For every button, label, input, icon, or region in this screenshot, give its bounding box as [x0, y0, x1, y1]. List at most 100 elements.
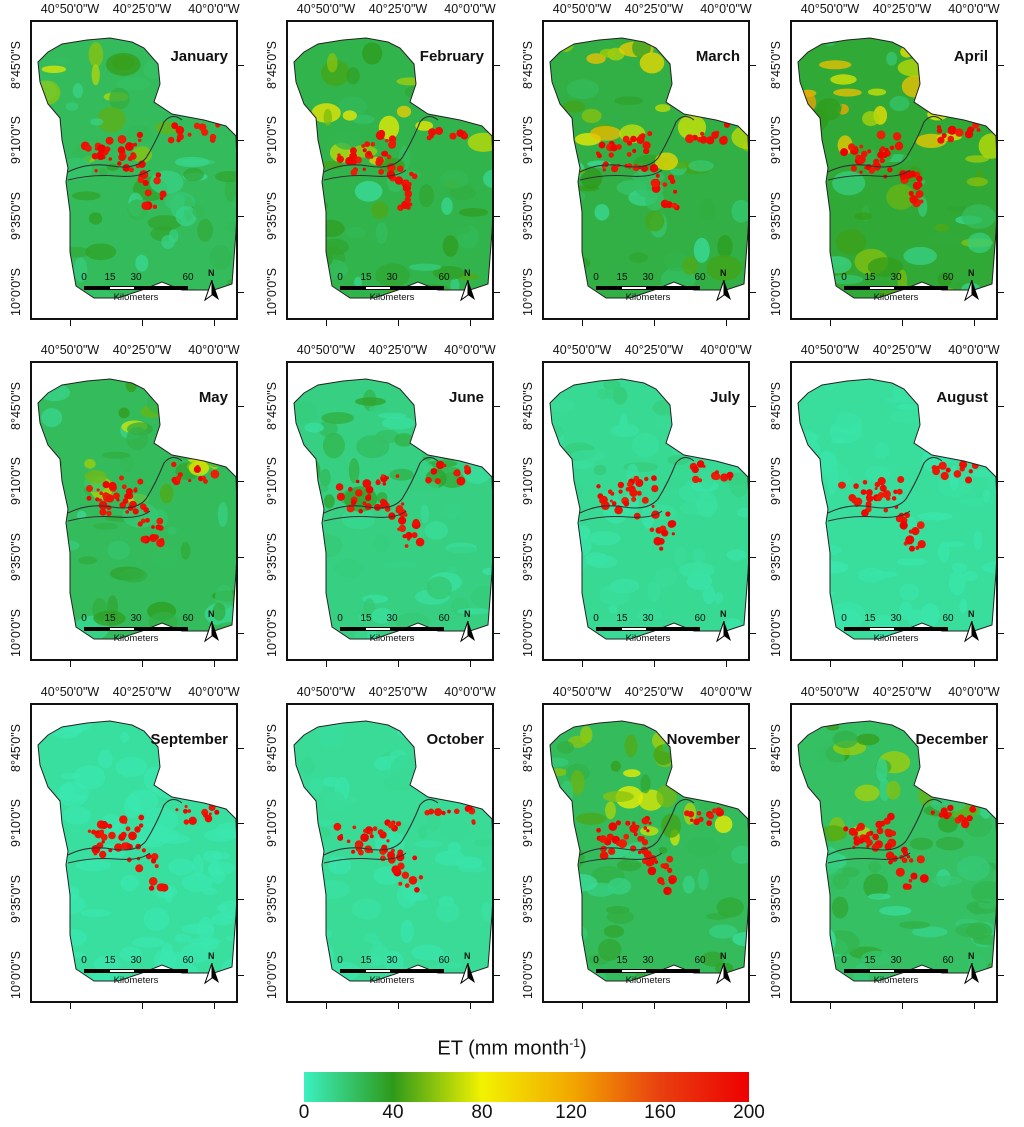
irrigation-hotspot [916, 855, 925, 864]
north-arrow-icon [204, 621, 219, 643]
north-label: N [720, 951, 727, 961]
irrigation-hotspot [418, 875, 424, 880]
irrigation-hotspot [617, 481, 625, 489]
irrigation-hotspot [404, 883, 410, 888]
et-texture [390, 755, 417, 781]
et-texture [814, 561, 849, 574]
scalebar-tick-label: 60 [694, 613, 706, 624]
et-texture [423, 85, 440, 110]
irrigation-hotspot [362, 501, 367, 506]
north-label: N [968, 268, 975, 278]
north-label: N [720, 268, 727, 278]
et-texture [116, 77, 151, 91]
river-line [827, 798, 943, 856]
et-texture [952, 562, 968, 573]
north-arrow-icon [716, 963, 731, 985]
region-outline [797, 37, 996, 299]
longitude-label: 40°25'0"W [368, 685, 428, 699]
river-line [579, 510, 663, 522]
irrigation-hotspot [700, 131, 705, 136]
et-texture [700, 198, 716, 221]
irrigation-hotspot [941, 133, 947, 139]
irrigation-hotspot [915, 545, 920, 550]
et-texture [73, 257, 88, 283]
scalebar-tick-label: 30 [642, 272, 654, 283]
et-texture [174, 156, 210, 168]
et-texture [830, 436, 845, 444]
scalebar-tick-label: 30 [386, 955, 398, 966]
irrigation-hotspot [406, 205, 411, 210]
et-texture [321, 412, 354, 424]
river-line [827, 456, 943, 514]
irrigation-hotspot [99, 508, 107, 516]
irrigation-hotspot [636, 135, 645, 144]
et-texture [345, 227, 366, 238]
irrigation-hotspot [171, 461, 177, 468]
scalebar-tick-label: 0 [593, 955, 599, 966]
et-texture [967, 232, 992, 253]
et-texture [550, 757, 569, 767]
et-texture [587, 531, 622, 546]
irrigation-hotspot [132, 508, 139, 515]
irrigation-hotspot [876, 130, 886, 140]
irrigation-hotspot [879, 157, 885, 164]
irrigation-hotspot [884, 828, 891, 835]
et-texture [457, 608, 491, 615]
et-texture [202, 887, 218, 896]
irrigation-hotspot [375, 479, 381, 486]
irrigation-hotspot [891, 496, 897, 501]
et-texture [212, 602, 226, 621]
scalebar-tick-label: 30 [130, 955, 142, 966]
irrigation-hotspot [859, 144, 864, 149]
et-texture [586, 53, 606, 64]
irrigation-hotspot [140, 518, 146, 524]
irrigation-hotspot [641, 817, 649, 825]
et-texture [78, 556, 97, 565]
et-texture [593, 464, 607, 476]
north-label: N [464, 951, 471, 961]
irrigation-hotspot [125, 510, 130, 514]
latitude-label: 10°0'0"S [265, 268, 279, 316]
et-texture [38, 959, 49, 976]
et-texture [624, 734, 638, 758]
et-texture [442, 235, 459, 257]
irrigation-hotspot [175, 125, 185, 135]
irrigation-hotspot [906, 855, 911, 859]
et-texture [602, 791, 634, 802]
et-texture [973, 530, 983, 550]
longitude-label: 40°50'0"W [296, 343, 356, 357]
irrigation-hotspot [138, 823, 144, 828]
irrigation-hotspot [653, 536, 663, 546]
irrigation-hotspot [362, 148, 367, 153]
et-texture [319, 468, 331, 487]
irrigation-hotspot [122, 164, 131, 172]
et-texture [823, 930, 860, 955]
et-texture [807, 608, 821, 630]
scalebar-tick-label: 0 [337, 272, 343, 283]
irrigation-hotspot [99, 820, 109, 830]
irrigation-hotspot [643, 826, 648, 830]
irrigation-hotspot [599, 851, 609, 860]
et-texture [654, 152, 678, 171]
et-texture [818, 825, 847, 842]
river-line [67, 169, 151, 181]
et-map [37, 720, 236, 982]
irrigation-hotspot [335, 483, 344, 491]
et-texture [903, 246, 937, 266]
scalebar [844, 627, 948, 631]
irrigation-hotspot [916, 181, 923, 188]
map-frame: October 0 15 30 60 Kilometers N [286, 703, 494, 1003]
irrigation-hotspot [598, 141, 606, 148]
et-texture [986, 963, 996, 979]
map-frame: December 0 15 30 60 Kilometers N [790, 703, 998, 1003]
scalebar-tick-label: 0 [593, 613, 599, 624]
irrigation-hotspot [209, 133, 217, 141]
river-line [323, 169, 407, 181]
et-texture [64, 885, 80, 901]
irrigation-hotspot [894, 141, 904, 151]
irrigation-hotspot [125, 142, 134, 151]
latitude-label: 10°0'0"S [521, 951, 535, 999]
legend-tick-label: 200 [733, 1102, 765, 1123]
et-map [37, 378, 236, 640]
scalebar-tick-label: 30 [386, 272, 398, 283]
